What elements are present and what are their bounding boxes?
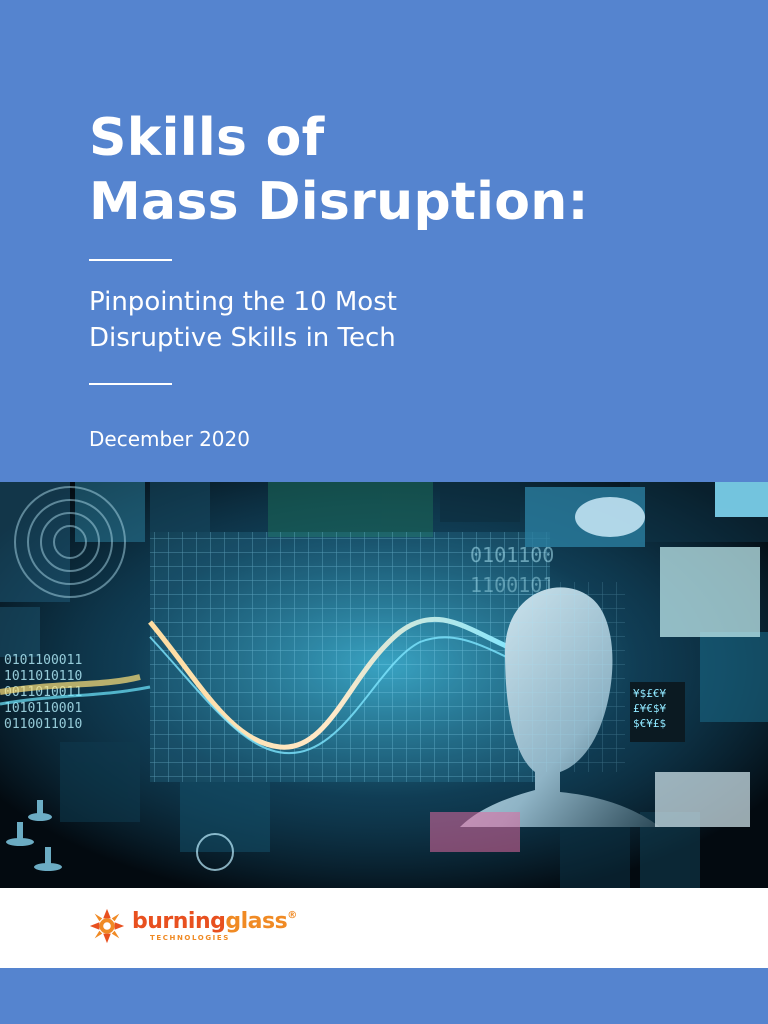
digital-data-collage-image: 0101100011 1011010110 0011010011 1010110… [0,482,768,888]
svg-text:1010110001: 1010110001 [4,701,82,716]
logo-wordmark: burningglass® TECHNOLOGIES [132,908,297,942]
cover-subtitle-line1: Pinpointing the 10 Most [89,287,397,317]
cover-title-line2: Mass Disruption: [89,172,589,232]
cover-title-line1: Skills of [89,108,325,168]
title-divider [89,259,172,261]
svg-text:$€¥£$: $€¥£$ [633,717,666,730]
cover-subtitle-line2: Disruptive Skills in Tech [89,323,396,353]
svg-text:¥$£€¥: ¥$£€¥ [633,687,666,700]
subtitle-divider [89,383,172,385]
logo-tagline: TECHNOLOGIES [150,933,230,942]
cover-title: Skills of Mass Disruption: [89,106,589,234]
publication-date: December 2020 [89,427,250,451]
logo-word-glass: glass [225,908,288,934]
logo-word-burning: burning [132,908,226,934]
cover-header: Skills of Mass Disruption: Pinpointing t… [0,0,768,482]
cover-footer [0,888,768,968]
bottom-color-band [0,968,768,1024]
burning-glass-emblem-icon [89,908,125,944]
svg-text:1011010110: 1011010110 [4,669,82,684]
registered-mark: ® [287,909,297,921]
burning-glass-logo: burningglass® TECHNOLOGIES [88,904,297,948]
svg-text:0101100011: 0101100011 [4,653,82,668]
svg-text:0110011010: 0110011010 [4,717,82,732]
cover-subtitle: Pinpointing the 10 Most Disruptive Skill… [89,284,397,356]
hero-image: 0101100011 1011010110 0011010011 1010110… [0,482,768,888]
svg-text:£¥€$¥: £¥€$¥ [633,702,666,715]
